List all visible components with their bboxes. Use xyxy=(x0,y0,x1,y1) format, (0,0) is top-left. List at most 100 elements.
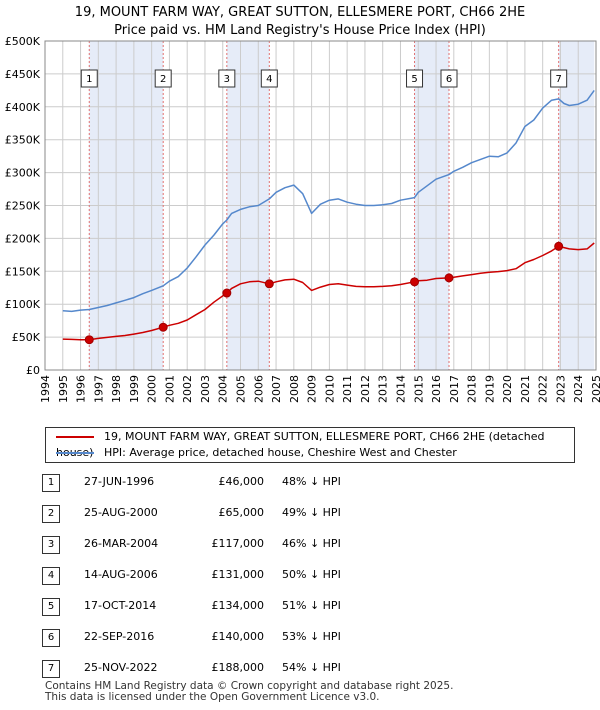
x-tick-label: 1996 xyxy=(75,375,88,403)
sale-date: 25-AUG-2000 xyxy=(84,506,158,519)
sale-row: 7 25-NOV-2022 £188,000 54% ↓ HPI xyxy=(42,656,462,680)
y-tick-label: £50K xyxy=(12,331,41,344)
footer-line2: This data is licensed under the Open Gov… xyxy=(45,691,380,703)
sale-marker-box xyxy=(550,69,568,88)
x-tick-label: 2000 xyxy=(146,375,159,403)
x-tick-label: 2004 xyxy=(217,375,230,403)
x-tick-label: 2020 xyxy=(501,375,514,403)
sale-point xyxy=(84,335,94,345)
sale-point xyxy=(222,288,232,298)
sale-price: £188,000 xyxy=(211,661,265,674)
sale-point xyxy=(444,273,454,283)
sale-hpi-diff: 49% ↓ HPI xyxy=(282,506,341,519)
sale-hpi-diff: 46% ↓ HPI xyxy=(282,537,341,550)
x-tick-label: 2007 xyxy=(270,375,283,403)
y-tick-label: £450K xyxy=(5,68,41,81)
x-tick-label: 2010 xyxy=(323,375,336,403)
y-tick-label: £200K xyxy=(5,232,41,245)
sale-date: 22-SEP-2016 xyxy=(84,630,155,643)
sale-price: £140,000 xyxy=(211,630,265,643)
x-tick-label: 1999 xyxy=(128,375,141,403)
x-tick-label: 2002 xyxy=(181,375,194,403)
x-tick-label: 2001 xyxy=(163,375,176,403)
y-tick-label: £0 xyxy=(26,364,40,377)
x-tick-label: 2021 xyxy=(519,375,532,403)
x-tick-label: 2009 xyxy=(306,375,319,403)
y-tick-label: £400K xyxy=(5,101,41,114)
x-tick-label: 2008 xyxy=(288,375,301,403)
chart-legend: 19, MOUNT FARM WAY, GREAT SUTTON, ELLESM… xyxy=(45,427,575,463)
sale-row: 3 26-MAR-2004 £117,000 46% ↓ HPI xyxy=(42,532,462,556)
x-tick-label: 2016 xyxy=(430,375,443,403)
sale-date: 27-JUN-1996 xyxy=(84,475,155,488)
sale-marker-label: 7 xyxy=(555,74,561,85)
sale-row: 5 17-OCT-2014 £134,000 51% ↓ HPI xyxy=(42,594,462,618)
sale-hpi-diff: 48% ↓ HPI xyxy=(282,475,341,488)
footer-notice: Contains HM Land Registry data © Crown c… xyxy=(45,681,453,703)
sale-price: £117,000 xyxy=(211,537,265,550)
x-tick-label: 2015 xyxy=(412,375,425,403)
y-tick-label: £350K xyxy=(5,134,41,147)
sale-row: 4 14-AUG-2006 £131,000 50% ↓ HPI xyxy=(42,563,462,587)
sale-hpi-diff: 54% ↓ HPI xyxy=(282,661,341,674)
sale-point xyxy=(158,322,168,332)
sale-marker-label: 2 xyxy=(160,74,166,85)
sale-hpi-diff: 51% ↓ HPI xyxy=(282,599,341,612)
y-tick-label: £150K xyxy=(5,265,41,278)
footer-line1: Contains HM Land Registry data © Crown c… xyxy=(45,680,454,692)
sale-number-badge: 5 xyxy=(42,598,60,616)
legend-item-property: 19, MOUNT FARM WAY, GREAT SUTTON, ELLESM… xyxy=(56,429,574,459)
sale-number-badge: 6 xyxy=(42,629,60,647)
chart-title-line2: Price paid vs. HM Land Registry's House … xyxy=(114,23,486,38)
sale-marker-label: 4 xyxy=(266,74,272,85)
property-price-line xyxy=(62,242,595,341)
sale-marker-label: 3 xyxy=(224,74,230,85)
x-tick-label: 2018 xyxy=(466,375,479,403)
sale-marker-box xyxy=(154,69,172,88)
sale-marker-box xyxy=(406,69,424,88)
sale-date: 17-OCT-2014 xyxy=(84,599,157,612)
sale-marker-label: 5 xyxy=(411,74,417,85)
sale-price: £131,000 xyxy=(211,568,265,581)
x-tick-label: 2017 xyxy=(448,375,461,403)
legend-swatch-property xyxy=(56,436,94,438)
price-chart: 1 2 3 4 5 6 7 £0 £50K £100K £150K £200K £250K £300K £… xyxy=(5,35,600,403)
legend-label-hpi: HPI: Average price, detached house, Ches… xyxy=(104,446,457,459)
y-tick-label: £500K xyxy=(5,35,41,48)
chart-title-line1: 19, MOUNT FARM WAY, GREAT SUTTON, ELLESM… xyxy=(74,5,526,20)
sale-row: 1 27-JUN-1996 £46,000 48% ↓ HPI xyxy=(42,470,462,494)
sale-hpi-diff: 53% ↓ HPI xyxy=(282,630,341,643)
sale-date: 25-NOV-2022 xyxy=(84,661,158,674)
x-tick-label: 2013 xyxy=(377,375,390,403)
x-tick-label: 2012 xyxy=(359,375,372,403)
sale-price: £134,000 xyxy=(211,599,265,612)
sale-price: £46,000 xyxy=(218,475,265,488)
sale-number-badge: 2 xyxy=(42,505,60,523)
sale-number-badge: 7 xyxy=(42,660,60,678)
x-tick-label: 1994 xyxy=(39,375,52,403)
x-tick-label: 1995 xyxy=(57,375,70,403)
x-tick-label: 2006 xyxy=(252,375,265,403)
sale-marker-label: 6 xyxy=(446,74,452,85)
sale-date: 26-MAR-2004 xyxy=(84,537,159,550)
x-tick-label: 2019 xyxy=(483,375,496,403)
sale-date: 14-AUG-2006 xyxy=(84,568,158,581)
plot-frame xyxy=(44,40,597,371)
x-tick-label: 2011 xyxy=(341,375,354,403)
sale-marker-box xyxy=(440,69,458,88)
legend-swatch-hpi xyxy=(56,452,94,454)
x-tick-label: 2022 xyxy=(537,375,550,403)
x-tick-label: 2023 xyxy=(554,375,567,403)
x-tick-label: 2025 xyxy=(590,375,600,403)
x-tick-label: 2005 xyxy=(235,375,248,403)
sale-number-badge: 4 xyxy=(42,567,60,585)
sale-point xyxy=(264,279,274,289)
sale-marker-box xyxy=(80,69,98,88)
y-tick-label: £300K xyxy=(5,167,41,180)
sale-number-badge: 3 xyxy=(42,536,60,554)
sale-point xyxy=(410,277,420,287)
x-tick-label: 2014 xyxy=(394,375,407,403)
x-tick-label: 1998 xyxy=(110,375,123,403)
legend-item-hpi: HPI: Average price, detached house, Ches… xyxy=(56,445,457,461)
sale-marker-box xyxy=(260,69,278,88)
